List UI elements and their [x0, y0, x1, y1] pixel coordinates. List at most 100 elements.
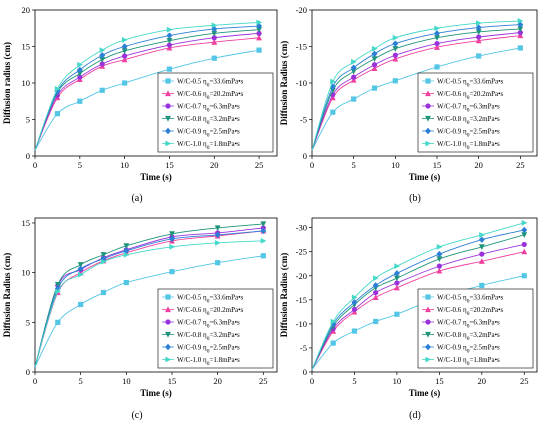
x-tick-label: 20 [213, 376, 222, 386]
y-tick-label: -25 [296, 247, 307, 257]
x-tick-label: 20 [210, 160, 219, 170]
data-point [476, 20, 482, 27]
data-point [166, 44, 173, 51]
data-point [54, 281, 61, 288]
data-point [478, 236, 485, 243]
legend: W/C-0.5 η0=33.6mPa•sW/C-0.6 η0=20.2mPa•s… [417, 288, 534, 369]
x-tick-label: 25 [255, 160, 264, 170]
data-point [55, 319, 61, 325]
x-axis-label: Time (s) [140, 388, 172, 398]
y-tick-label: 0 [303, 151, 307, 161]
x-tick-label: 15 [165, 160, 174, 170]
legend-marker [165, 356, 172, 363]
data-point [329, 83, 336, 90]
legend-marker [425, 319, 431, 325]
data-point [122, 53, 128, 59]
data-point [517, 18, 524, 24]
legend-label: W/C-0.8 η0=3.2mPa•s [437, 115, 500, 126]
series-line-wc-0.8 [34, 29, 260, 151]
plot-frame [311, 217, 538, 373]
chart-panel-c: 0 5 10 15 20 25 0 5 10 15 Time (s) Diffusion Radius… [2, 217, 278, 398]
data-point [122, 37, 128, 43]
y-tick-label: 0 [26, 367, 30, 377]
data-point [166, 66, 173, 72]
y-tick-label: -15 [296, 295, 307, 305]
legend-marker [425, 78, 431, 84]
y-tick-label: 5 [26, 317, 30, 327]
data-point [78, 301, 84, 308]
data-point [166, 32, 173, 39]
legend-label: W/C-0.5 η0=33.6mPa•s [177, 78, 244, 89]
legend: W/C-0.5 η0=33.6mPa•sW/C-0.6 η0=20.2mPa•s… [157, 288, 274, 369]
y-tick-label: -15 [296, 42, 307, 52]
data-point [215, 239, 221, 246]
legend-marker [425, 103, 431, 109]
legend-label: W/C-0.6 η0=20.2mPa•s [177, 306, 244, 317]
data-point [350, 76, 357, 83]
data-point [168, 235, 175, 243]
y-tick-label: 15 [22, 218, 31, 228]
x-tick-label: 15 [168, 376, 177, 386]
data-point [478, 258, 485, 264]
legend-marker [165, 90, 171, 97]
series-line-wc-0.9 [34, 25, 260, 151]
data-point [478, 244, 485, 250]
data-point [351, 294, 358, 301]
data-point [99, 61, 105, 67]
data-point [392, 52, 398, 58]
data-point [373, 289, 379, 296]
data-point [436, 256, 443, 263]
data-point [260, 237, 267, 244]
data-point [100, 252, 107, 258]
plot-frame [34, 217, 278, 373]
legend-marker [425, 356, 432, 363]
legend-label: W/C-0.9 η0=2.5mPa•s [437, 344, 500, 355]
data-point [99, 47, 106, 54]
legend-marker [425, 343, 431, 351]
data-point [55, 288, 61, 295]
panel-label-c: (c) [131, 410, 142, 421]
data-point [123, 251, 130, 258]
x-tick-label: 0 [33, 376, 37, 386]
x-tick-label: 5 [352, 160, 356, 170]
x-axis-label: Time (s) [140, 172, 172, 182]
data-point [256, 47, 262, 53]
legend-label: W/C-0.9 η0=2.5mPa•s [437, 128, 500, 139]
data-point [517, 26, 524, 33]
data-point [434, 44, 440, 50]
data-point [100, 258, 107, 265]
data-point [256, 27, 262, 33]
data-point [392, 55, 399, 62]
x-tick-label: 10 [122, 376, 131, 386]
series-line-wc-0.7 [311, 244, 525, 370]
data-point [77, 262, 84, 268]
data-point [521, 273, 527, 279]
legend-label: W/C-0.9 η0=2.5mPa•s [177, 128, 240, 139]
chart-panel-d: 0 5 10 15 20 25 0 -5 -10 -15 -20 -25 -30 Time (s) Diff… [279, 217, 538, 398]
data-point [517, 45, 523, 51]
legend-marker [165, 306, 171, 313]
data-point [99, 57, 106, 63]
legend-marker [425, 127, 431, 135]
legend-marker [425, 90, 431, 97]
data-point [521, 226, 528, 234]
legend-marker [425, 306, 431, 313]
legend-label: W/C-0.8 η0=3.2mPa•s [177, 331, 240, 342]
legend-label: W/C-1.0 η0=1.8mPa•s [177, 356, 240, 367]
legend-box [417, 288, 534, 369]
data-point [392, 46, 399, 52]
legend-box [417, 72, 534, 153]
legend-label: W/C-0.7 η0=6.3mPa•s [177, 319, 240, 330]
x-tick-label: 25 [516, 160, 525, 170]
legend-label: W/C-0.6 η0=20.2mPa•s [437, 306, 504, 317]
data-point [394, 280, 400, 286]
data-point [436, 250, 443, 258]
x-tick-label: 10 [393, 376, 402, 386]
data-point [77, 61, 83, 68]
data-point [521, 232, 528, 238]
data-point [371, 45, 378, 52]
legend-marker [425, 294, 431, 300]
data-point [434, 40, 440, 47]
x-tick-label: 10 [120, 160, 129, 170]
data-point [211, 39, 218, 45]
